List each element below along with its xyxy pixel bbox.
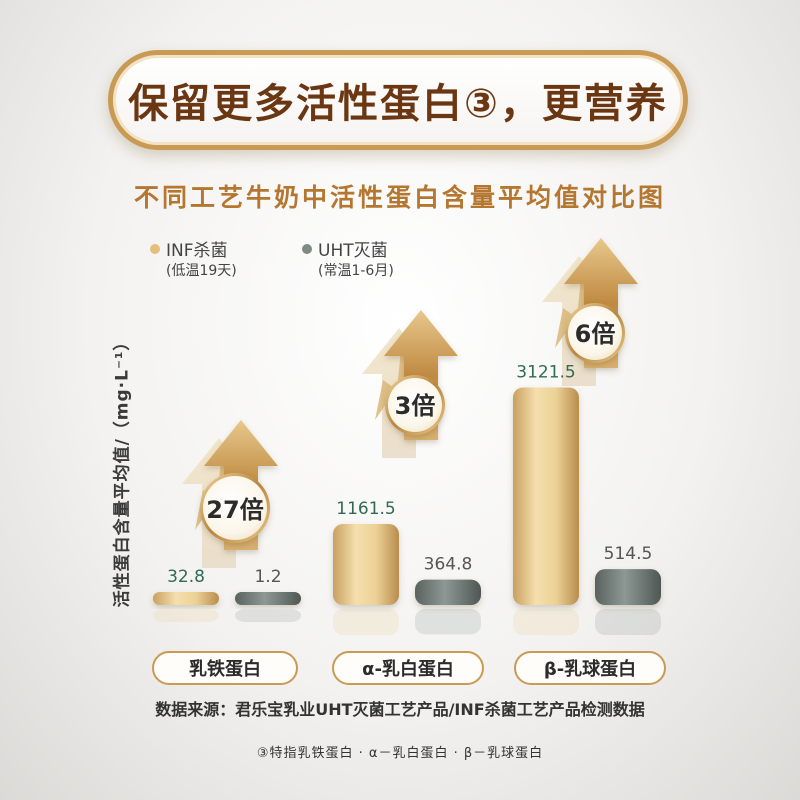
multiplier-badge-0: [203, 476, 267, 540]
value-label-inf-2: 3121.5: [516, 362, 575, 382]
bar-reflection-1-1: [415, 609, 481, 635]
title-banner: 保留更多活性蛋白③，更营养: [108, 50, 688, 150]
bar-reflection-1-0: [235, 609, 301, 622]
multiplier-label-1: 3倍: [395, 392, 436, 420]
bar-reflection-1-2: [595, 609, 661, 635]
category-label-2: β-乳球蛋白: [514, 651, 666, 685]
bar-uht-0: [235, 592, 301, 605]
value-label-uht-0: 1.2: [254, 567, 281, 587]
value-label-uht-1: 364.8: [424, 555, 473, 575]
data-source-note: 数据来源：君乐宝乳业UHT灭菌工艺产品/INF杀菌工艺产品检测数据: [155, 700, 645, 719]
bar-uht-1: [415, 579, 481, 605]
multiplier-badge-1: [388, 378, 442, 432]
up-arrow-icon-2: [564, 238, 638, 368]
multiplier-label-2: 6倍: [575, 320, 616, 348]
legend-note-inf: (低温19天): [166, 263, 237, 279]
bar-reflection-0-2: [513, 609, 579, 635]
value-label-uht-2: 514.5: [604, 544, 653, 564]
bar-uht-2: [595, 569, 661, 605]
page-title: 保留更多活性蛋白③，更营养: [128, 81, 668, 127]
bar-reflection-0-1: [333, 609, 399, 635]
value-label-inf-0: 32.8: [167, 567, 205, 587]
legend-name-uht: UHT灭菌: [318, 241, 388, 261]
up-arrow-icon-1: [384, 310, 458, 440]
bar-inf-1: [333, 524, 399, 605]
multiplier-label-0: 27倍: [206, 496, 263, 524]
chart-title: 不同工艺牛奶中活性蛋白含量平均值对比图: [133, 183, 666, 212]
bar-reflection-0-0: [153, 609, 219, 622]
category-label-0: 乳铁蛋白: [152, 651, 298, 685]
multiplier-badge-2: [568, 306, 622, 360]
bar-inf-2: [513, 387, 579, 605]
category-label-1: α-乳白蛋白: [332, 651, 484, 685]
bar-inf-0: [153, 592, 219, 605]
legend-dot-inf: [150, 244, 160, 254]
footnote: ③特指乳铁蛋白 · α－乳白蛋白 · β－乳球蛋白: [256, 746, 544, 761]
legend-name-inf: INF杀菌: [166, 241, 228, 261]
legend-note-uht: (常温1-6月): [318, 263, 394, 279]
value-label-inf-1: 1161.5: [336, 499, 395, 519]
legend-dot-uht: [302, 244, 312, 254]
